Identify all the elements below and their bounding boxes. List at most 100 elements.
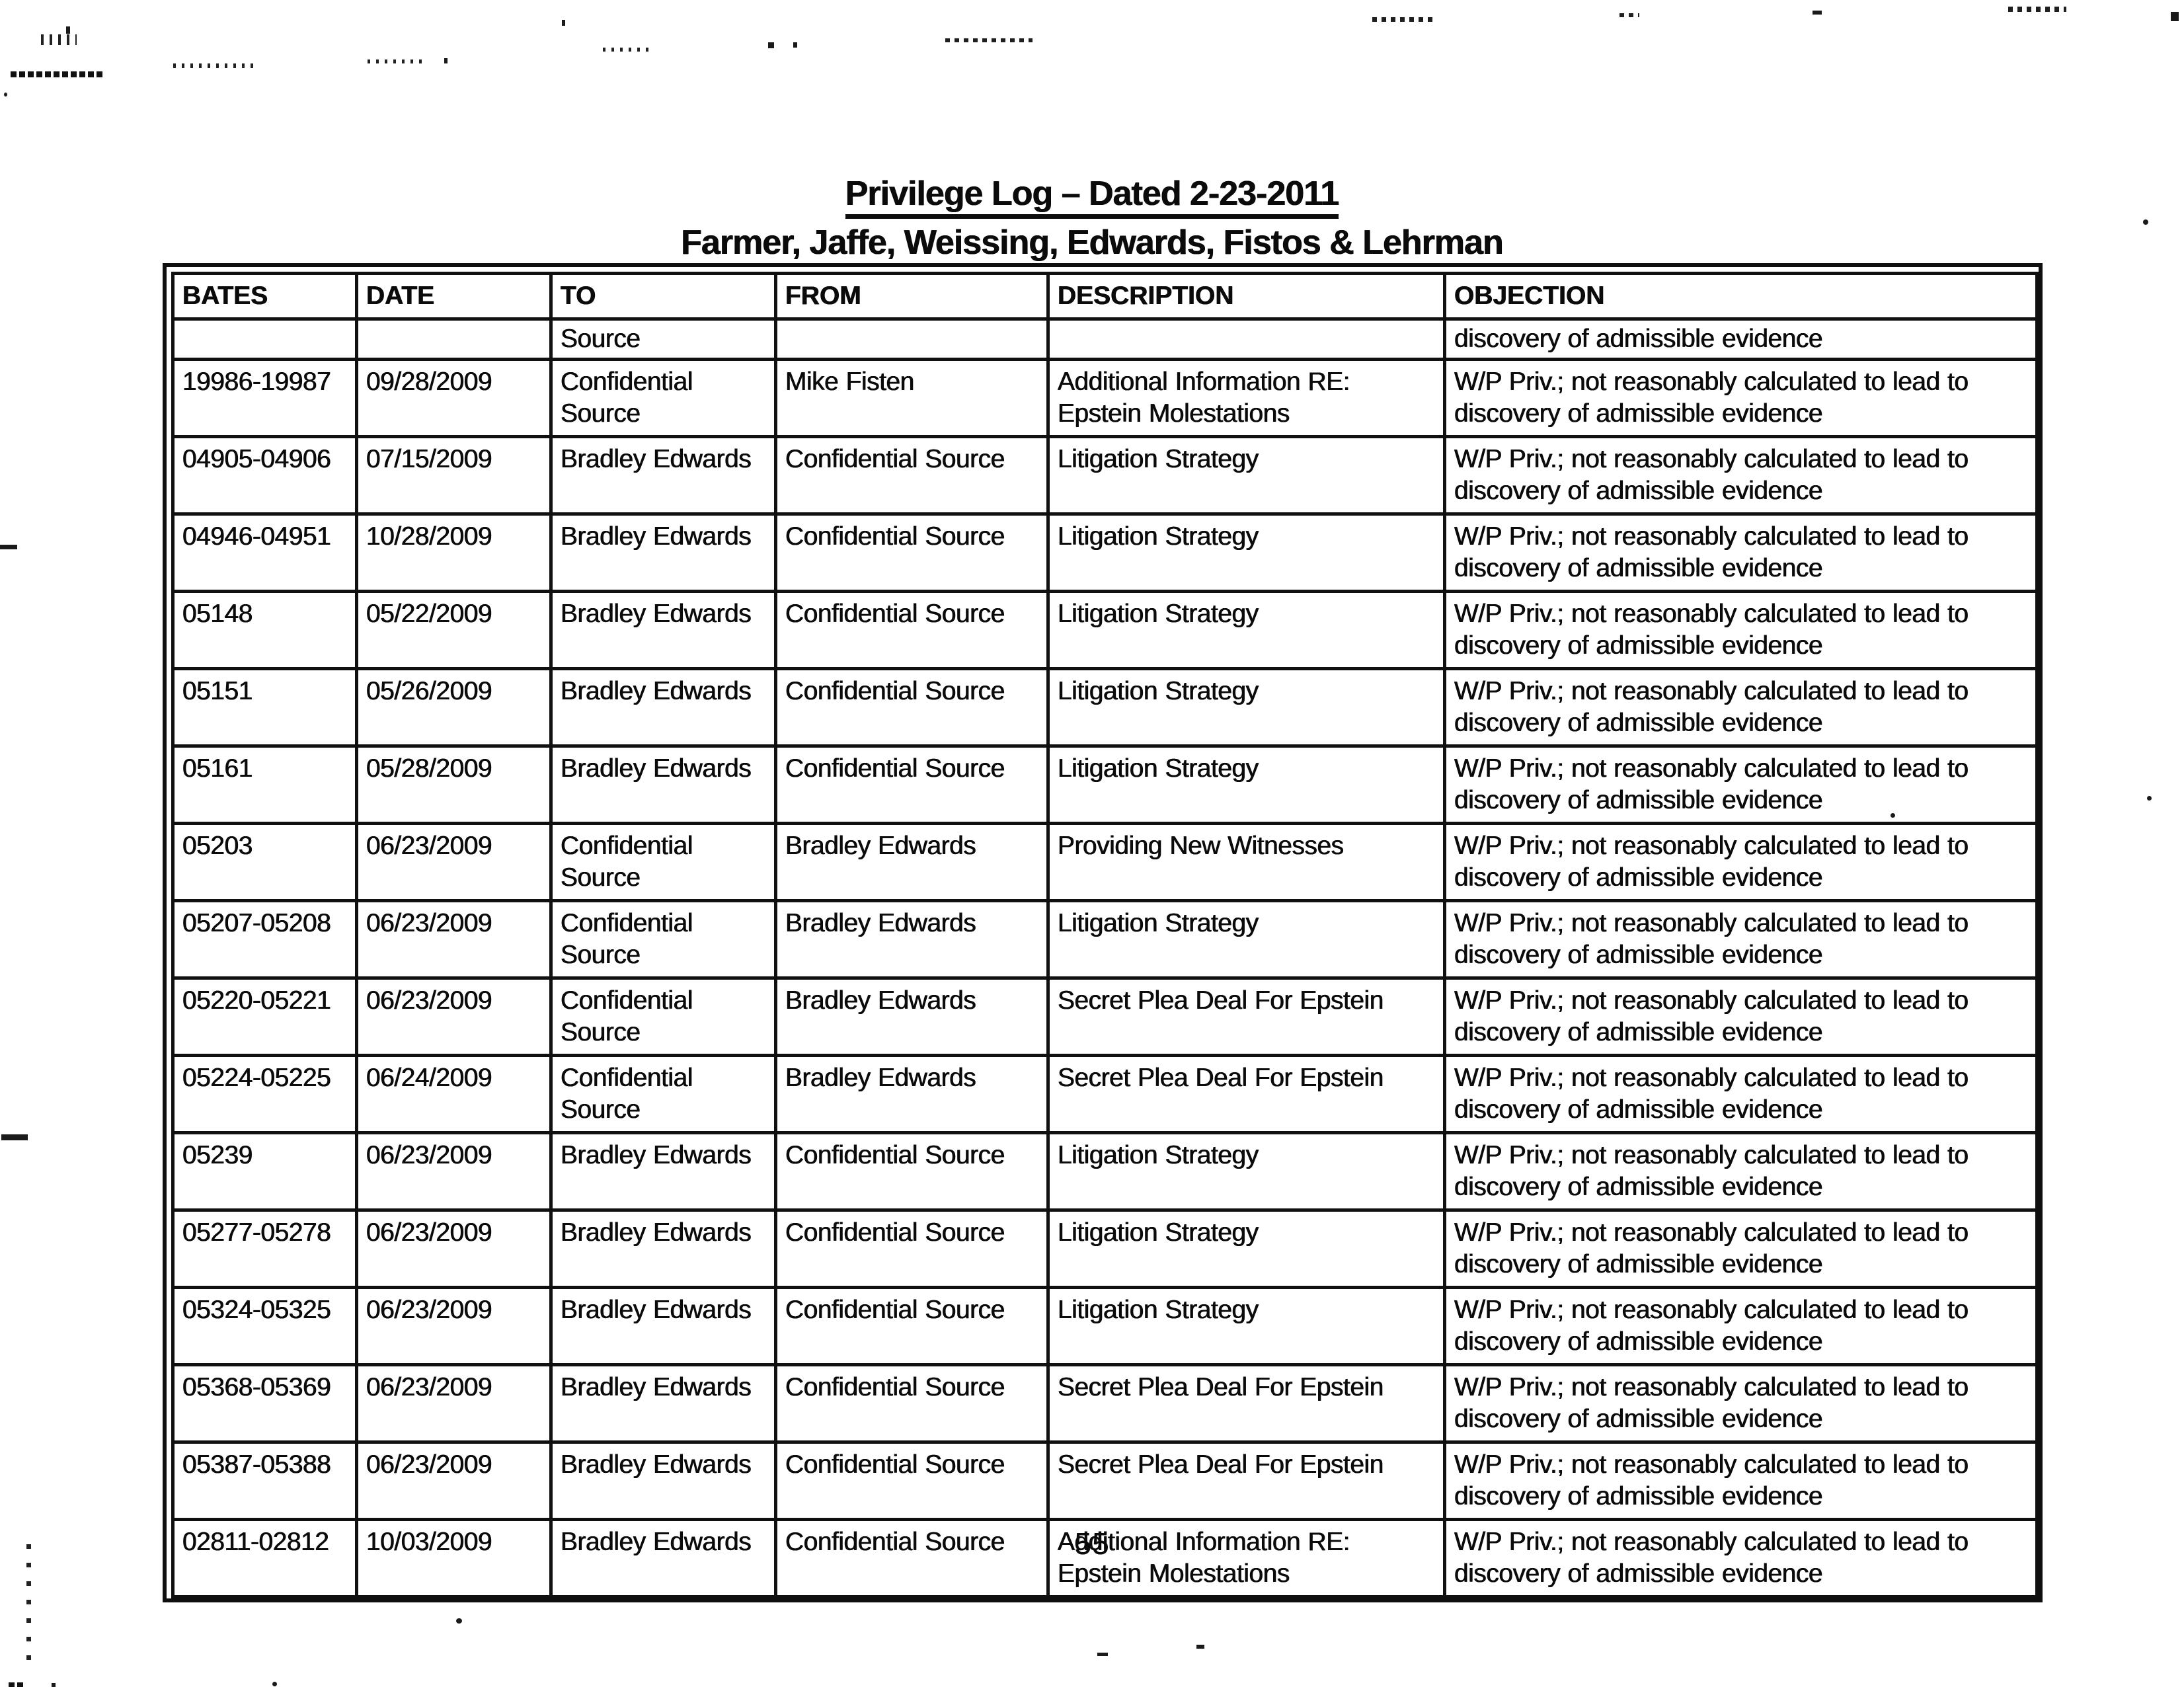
cell-bates: 05203: [171, 822, 358, 902]
cell-to: Confidential Source: [549, 899, 777, 980]
page-number: 55: [1074, 1526, 1110, 1561]
table-row: 04946-04951 10/28/2009 Bradley Edwards Conf…: [171, 512, 2039, 593]
cell-from: Bradley Edwards: [774, 1054, 1050, 1134]
cell-objection: W/P Priv.; not reasonably calculated to …: [1443, 1363, 2039, 1444]
cell-description: Litigation Strategy: [1046, 744, 1446, 825]
cell-bates: 05239: [171, 1131, 358, 1212]
table-row: 19986-19987 09/28/2009 Confidential Source…: [171, 358, 2039, 438]
table-row: 05203 06/23/2009 Confidential Source Bradle…: [171, 822, 2039, 902]
cell-to: Bradley Edwards: [549, 1286, 777, 1366]
cell-bates: 05368-05369: [171, 1363, 358, 1444]
cell-date: 06/23/2009: [355, 899, 553, 980]
cell-description: Litigation Strategy: [1046, 1131, 1446, 1212]
cell-bates: 05207-05208: [171, 899, 358, 980]
cell-objection: W/P Priv.; not reasonably calculated to …: [1443, 435, 2039, 516]
cell-to: Confidential Source: [549, 976, 777, 1057]
table-row: 05207-05208 06/23/2009 Confidential Source…: [171, 899, 2039, 980]
column-header-objection: OBJECTION: [1443, 272, 2039, 321]
cell-objection: W/P Priv.; not reasonably calculated to …: [1443, 1440, 2039, 1521]
privilege-log-table: BATES DATE TO FROM DESCRIPTION OBJECTION…: [163, 263, 2043, 1602]
cell-from: Confidential Source: [774, 1363, 1050, 1444]
cell-bates: 05277-05278: [171, 1208, 358, 1289]
column-header-bates: BATES: [171, 272, 358, 321]
scan-speck: [768, 42, 774, 48]
title-line-1: Privilege Log – Dated 2-23-2011: [0, 169, 2184, 219]
cell-objection: W/P Priv.; not reasonably calculated to …: [1443, 1131, 2039, 1212]
cell-to: Source: [549, 317, 777, 361]
cell-bates: 05161: [171, 744, 358, 825]
table-row: 05239 06/23/2009 Bradley Edwards Confidenti…: [171, 1131, 2039, 1212]
cell-description: Litigation Strategy: [1046, 899, 1446, 980]
cell-to: Confidential Source: [549, 1054, 777, 1134]
cell-bates: 19986-19987: [171, 358, 358, 438]
table-row: 05220-05221 06/23/2009 Confidential Source…: [171, 976, 2039, 1057]
cell-date: 06/23/2009: [355, 1131, 553, 1212]
scan-speck: [1619, 13, 1639, 17]
cell-bates: 05220-05221: [171, 976, 358, 1057]
scan-speck: [9, 1682, 23, 1687]
scan-speck: [456, 1618, 462, 1624]
cell-description: Litigation Strategy: [1046, 1286, 1446, 1366]
cell-description: Additional Information RE: Epstein Moles…: [1046, 1518, 1446, 1598]
cell-from: Confidential Source: [774, 744, 1050, 825]
cell-objection: W/P Priv.; not reasonably calculated to …: [1443, 976, 2039, 1057]
cell-objection: W/P Priv.; not reasonably calculated to …: [1443, 1286, 2039, 1366]
cell-bates: 05324-05325: [171, 1286, 358, 1366]
document-title: Privilege Log – Dated 2-23-2011 Farmer, …: [0, 169, 2184, 268]
scan-speck: [1, 1134, 28, 1140]
cell-objection: W/P Priv.; not reasonably calculated to …: [1443, 512, 2039, 593]
cell-from: Bradley Edwards: [774, 976, 1050, 1057]
column-header-date: DATE: [355, 272, 553, 321]
cell-date: 05/22/2009: [355, 590, 553, 670]
cell-to: Bradley Edwards: [549, 590, 777, 670]
cell-bates: 05148: [171, 590, 358, 670]
cell-to: Bradley Edwards: [549, 1208, 777, 1289]
cell-to: Bradley Edwards: [549, 1363, 777, 1444]
cell-bates: 05224-05225: [171, 1054, 358, 1134]
cell-objection: W/P Priv.; not reasonably calculated to …: [1443, 744, 2039, 825]
table-row: 02811-02812 10/03/2009 Bradley Edwards Conf…: [171, 1518, 2039, 1598]
table-row: 05161 05/28/2009 Bradley Edwards Confidenti…: [171, 744, 2039, 825]
table-row: 05224-05225 06/24/2009 Confidential Source…: [171, 1054, 2039, 1134]
cell-to: Confidential Source: [549, 358, 777, 438]
scan-speck: [272, 1682, 277, 1686]
cell-description: Litigation Strategy: [1046, 435, 1446, 516]
cell-to: Bradley Edwards: [549, 1518, 777, 1598]
cell-date: 10/28/2009: [355, 512, 553, 593]
cell-date: 05/26/2009: [355, 667, 553, 748]
cell-from: [774, 317, 1050, 361]
table-row: Source discovery of admissible evidence: [171, 317, 2039, 361]
cell-description: [1046, 317, 1446, 361]
table-body: Source discovery of admissible evidence 19…: [171, 317, 2039, 1598]
scan-speck: [603, 48, 654, 52]
scan-speck: [11, 71, 103, 77]
cell-date: 05/28/2009: [355, 744, 553, 825]
scan-speck: [2147, 796, 2152, 801]
cell-description: Providing New Witnesses: [1046, 822, 1446, 902]
table-row: 05387-05388 06/23/2009 Bradley Edwards Conf…: [171, 1440, 2039, 1521]
cell-description: Additional Information RE: Epstein Moles…: [1046, 358, 1446, 438]
table-row: 05277-05278 06/23/2009 Bradley Edwards Conf…: [171, 1208, 2039, 1289]
table-row: 05368-05369 06/23/2009 Bradley Edwards Conf…: [171, 1363, 2039, 1444]
scan-speck: [945, 38, 1033, 42]
cell-to: Bradley Edwards: [549, 1440, 777, 1521]
cell-to: Bradley Edwards: [549, 744, 777, 825]
cell-from: Confidential Source: [774, 667, 1050, 748]
column-header-to: TO: [549, 272, 777, 321]
column-header-from: FROM: [774, 272, 1050, 321]
cell-to: Bradley Edwards: [549, 435, 777, 516]
scan-speck: [2171, 12, 2179, 21]
cell-from: Mike Fisten: [774, 358, 1050, 438]
cell-bates: 04905-04906: [171, 435, 358, 516]
scan-speck: [1372, 17, 1433, 22]
scan-speck: [793, 42, 797, 48]
scan-speck: [4, 93, 7, 97]
cell-to: Bradley Edwards: [549, 667, 777, 748]
cell-from: Confidential Source: [774, 1518, 1050, 1598]
scan-speck: [52, 1683, 56, 1687]
scan-speck: [0, 545, 17, 549]
cell-bates: 02811-02812: [171, 1518, 358, 1598]
cell-from: Confidential Source: [774, 512, 1050, 593]
title-line-2-text: Farmer, Jaffe, Weissing, Edwards, Fistos…: [681, 223, 1504, 268]
cell-description: Litigation Strategy: [1046, 667, 1446, 748]
